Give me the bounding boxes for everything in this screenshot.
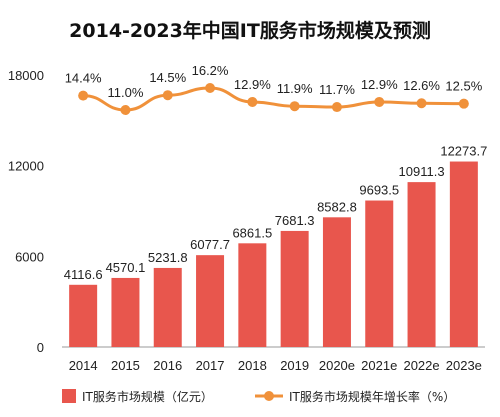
rate-point bbox=[331, 102, 342, 113]
x-tick-label: 2017 bbox=[196, 358, 225, 373]
rate-value-label: 16.2% bbox=[192, 63, 229, 78]
bar-series bbox=[69, 161, 478, 347]
bar-value-label: 9693.5 bbox=[359, 183, 399, 198]
bar-value-label: 12273.7 bbox=[440, 144, 487, 159]
y-tick-label: 12000 bbox=[8, 159, 44, 174]
rate-value-label: 12.6% bbox=[403, 78, 440, 93]
rate-point bbox=[247, 96, 258, 107]
bar-value-labels: 4116.6 4570.15231.86077.76861.57681.38582… bbox=[64, 144, 488, 282]
rate-value-label: 12.5% bbox=[445, 79, 482, 94]
x-tick-label: 2020e bbox=[319, 358, 355, 373]
rate-point bbox=[289, 101, 300, 112]
x-tick-label: 2023e bbox=[446, 358, 482, 373]
rate-point bbox=[205, 83, 216, 93]
bar bbox=[365, 200, 394, 347]
bar bbox=[280, 230, 309, 347]
legend-label-line: IT服务市场规模年增长率（%） bbox=[289, 389, 455, 404]
rate-value-label: 11.7% bbox=[319, 82, 355, 97]
bar-value-label: 6861.5 bbox=[232, 225, 272, 240]
legend: IT服务市场规模（亿元） IT服务市场规模年增长率（%） bbox=[62, 389, 455, 404]
rate-point bbox=[120, 105, 131, 115]
x-tick-label: 2014 bbox=[69, 358, 98, 373]
bar bbox=[238, 243, 267, 347]
x-tick-label: 2015 bbox=[111, 358, 140, 373]
x-tick-label: 2021e bbox=[361, 358, 397, 373]
rate-value-label: 11.9% bbox=[277, 81, 313, 96]
rate-value-label: 11.0% bbox=[107, 85, 143, 100]
bar-value-label: 6077.7 bbox=[190, 237, 230, 252]
bar-value-label: 7681.3 bbox=[275, 213, 315, 228]
bar bbox=[449, 161, 478, 347]
legend-swatch-bar bbox=[62, 389, 76, 403]
x-tick-label: 2019 bbox=[280, 358, 309, 373]
y-axis: 0 6000 12000 18000 bbox=[8, 68, 44, 355]
y-tick-label: 0 bbox=[37, 340, 44, 355]
x-tick-label: 2022e bbox=[403, 358, 439, 373]
y-tick-label: 18000 bbox=[8, 68, 44, 83]
bar bbox=[407, 182, 436, 347]
bar bbox=[196, 255, 225, 347]
legend-label-bar: IT服务市场规模（亿元） bbox=[82, 389, 213, 404]
bar-value-label: 4570.1 bbox=[106, 260, 146, 275]
chart-title: 2014-2023年中国IT服务市场规模及预测 bbox=[69, 19, 431, 42]
rate-line bbox=[83, 86, 464, 112]
legend-swatch-marker bbox=[264, 391, 274, 401]
x-tick-label: 2016 bbox=[153, 358, 182, 373]
bar-value-label: 10911.3 bbox=[399, 164, 445, 179]
rate-point bbox=[416, 98, 427, 109]
rate-line-series bbox=[78, 83, 469, 115]
bar bbox=[111, 277, 140, 347]
x-tick-label: 2018 bbox=[238, 358, 267, 373]
rate-point bbox=[162, 90, 173, 101]
rate-value-label: 14.4% bbox=[65, 71, 102, 86]
bar bbox=[69, 284, 98, 347]
rate-point bbox=[458, 98, 469, 109]
bar-value-label: 5231.8 bbox=[148, 250, 188, 265]
x-axis: 2014 2015 2016 2017 2018 2019 2020e 2021e 2022e 2… bbox=[69, 358, 482, 373]
rate-point bbox=[78, 90, 89, 101]
rate-value-label: 12.9% bbox=[234, 77, 271, 92]
rate-value-label: 12.9% bbox=[361, 77, 398, 92]
bar-value-label: 8582.8 bbox=[317, 199, 357, 214]
rate-value-labels: 14.4% 11.0% 14.5% 16.2% 12.9% 11.9% 11.7% 12.9%… bbox=[65, 63, 483, 100]
rate-point bbox=[374, 96, 385, 107]
bar-value-label: 4116.6 bbox=[64, 267, 103, 282]
bar bbox=[153, 267, 182, 347]
rate-value-label: 14.5% bbox=[149, 70, 186, 85]
y-tick-label: 6000 bbox=[15, 249, 44, 264]
bar bbox=[322, 217, 351, 347]
